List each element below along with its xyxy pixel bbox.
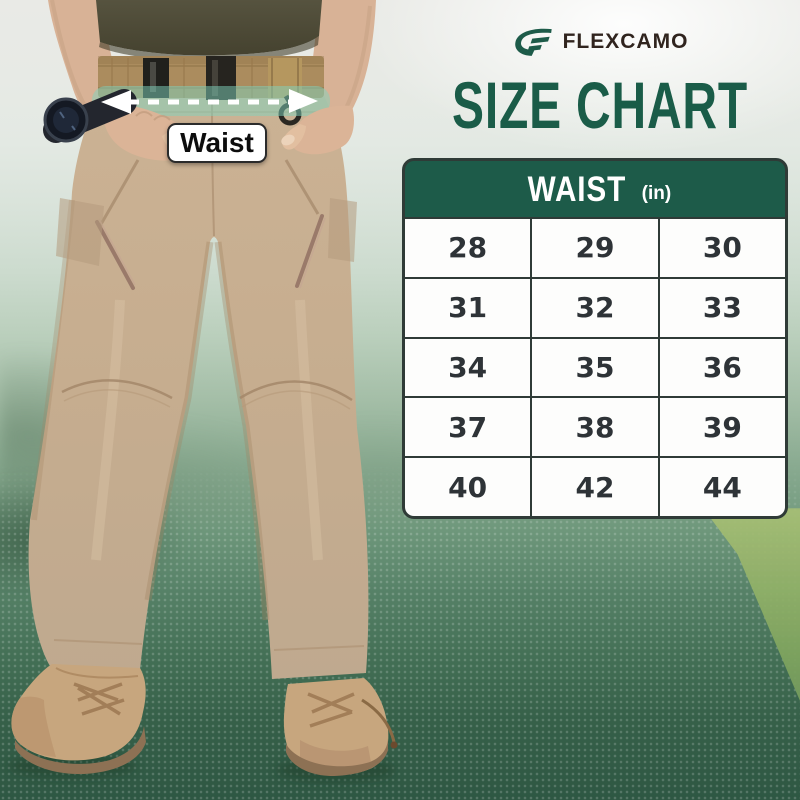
size-cell: 30: [659, 219, 785, 277]
size-cell: 39: [659, 398, 785, 457]
brand-logo: FLEXCAMO: [400, 22, 800, 62]
size-cell: 33: [659, 278, 785, 337]
waist-header-unit: (in): [641, 183, 672, 204]
size-cell: 31: [405, 278, 531, 337]
loose-lace: [361, 698, 396, 743]
waist-annotation-label: Waist: [167, 123, 267, 163]
size-cell: 44: [659, 458, 785, 516]
table-header: WAIST (in): [405, 161, 785, 217]
size-chart-title-text: SIZE CHART: [452, 68, 748, 143]
size-table: WAIST (in) 28 29 30 31 32 33 34 35 36 37…: [402, 158, 788, 519]
right-boot: [283, 678, 398, 776]
left-boot: [11, 664, 146, 775]
waist-header-label: WAIST: [527, 169, 626, 209]
cf-monogram-icon: [514, 28, 552, 56]
size-cell: 35: [532, 338, 658, 397]
shirt: [96, 0, 322, 62]
size-chart-title: SIZE CHART: [400, 68, 800, 143]
size-cell: 38: [532, 398, 658, 457]
size-cell: 32: [532, 278, 658, 337]
size-cell: 36: [659, 338, 785, 397]
pants: [28, 92, 369, 679]
size-cell: 34: [405, 338, 531, 397]
waist-measure-arrow: [101, 89, 318, 114]
size-cell: 42: [532, 458, 658, 516]
right-hand: [281, 105, 354, 155]
model-photo: [8, 0, 398, 782]
size-cell: 37: [405, 398, 531, 457]
size-cell: 40: [405, 458, 531, 516]
size-cell: 29: [532, 219, 658, 277]
brand-name: FLEXCAMO: [562, 30, 689, 53]
size-cell: 28: [405, 219, 531, 277]
